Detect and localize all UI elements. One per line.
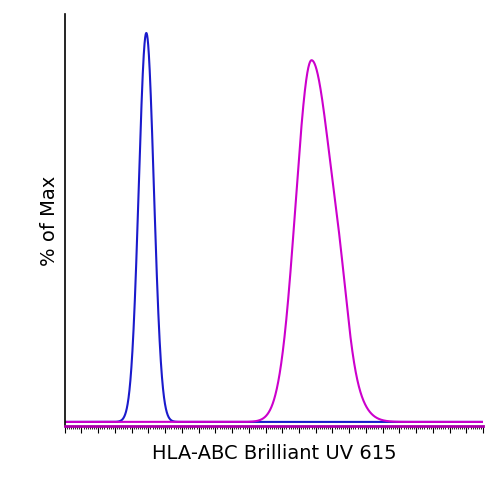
X-axis label: HLA-ABC Brilliant UV 615: HLA-ABC Brilliant UV 615 — [151, 443, 396, 462]
Y-axis label: % of Max: % of Max — [40, 175, 59, 265]
